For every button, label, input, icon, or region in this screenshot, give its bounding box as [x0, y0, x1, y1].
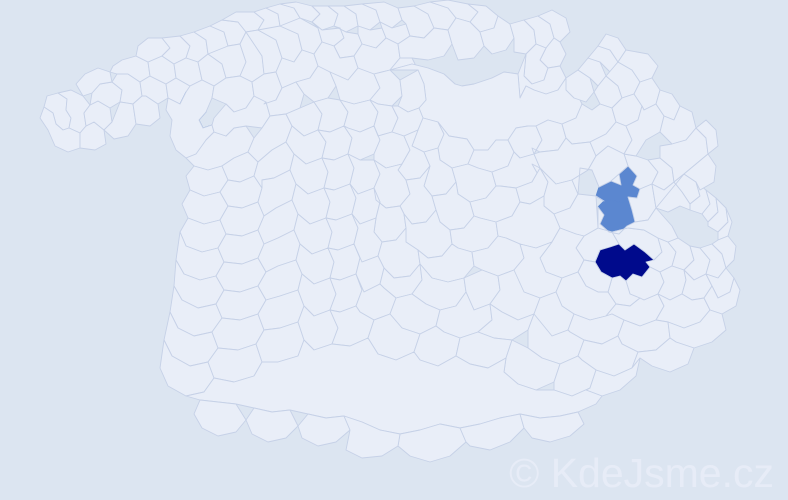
district-layer: [39, 0, 741, 463]
watermark: © KdeJsme.cz: [509, 450, 774, 496]
